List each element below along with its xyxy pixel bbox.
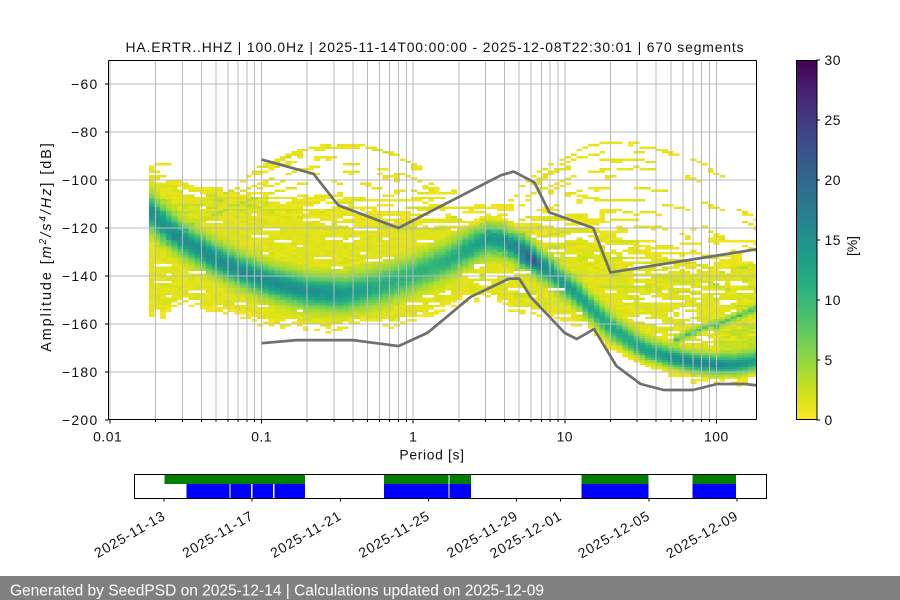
svg-text:−160: −160 (62, 316, 99, 332)
svg-text:1: 1 (409, 428, 417, 444)
svg-text:0.1: 0.1 (251, 428, 272, 444)
svg-text:10: 10 (825, 292, 841, 308)
svg-text:−60: −60 (71, 76, 98, 92)
svg-text:15: 15 (825, 232, 841, 248)
svg-text:Generated by SeedPSD on 2025-1: Generated by SeedPSD on 2025-12-14 | Cal… (10, 583, 544, 600)
svg-text:−100: −100 (62, 172, 99, 188)
svg-text:0: 0 (825, 412, 833, 428)
svg-text:−200: −200 (62, 412, 99, 428)
svg-text:30: 30 (825, 52, 841, 68)
svg-text:−180: −180 (62, 364, 99, 380)
svg-text:−140: −140 (62, 268, 99, 284)
svg-text:[%]: [%] (844, 236, 860, 256)
svg-text:Amplitude [m2/s4/Hz] [dB]: Amplitude [m2/s4/Hz] [dB] (38, 141, 55, 352)
svg-text:Period [s]: Period [s] (399, 447, 464, 463)
svg-text:10: 10 (557, 428, 573, 444)
svg-text:100: 100 (704, 428, 729, 444)
svg-text:−80: −80 (71, 124, 98, 140)
svg-text:0.01: 0.01 (93, 428, 122, 444)
svg-text:HA.ERTR..HHZ | 100.0Hz | 2025-: HA.ERTR..HHZ | 100.0Hz | 2025-11-14T00:0… (126, 39, 745, 55)
svg-text:20: 20 (825, 172, 841, 188)
svg-text:−120: −120 (62, 220, 99, 236)
svg-text:25: 25 (825, 112, 841, 128)
svg-text:5: 5 (825, 352, 833, 368)
